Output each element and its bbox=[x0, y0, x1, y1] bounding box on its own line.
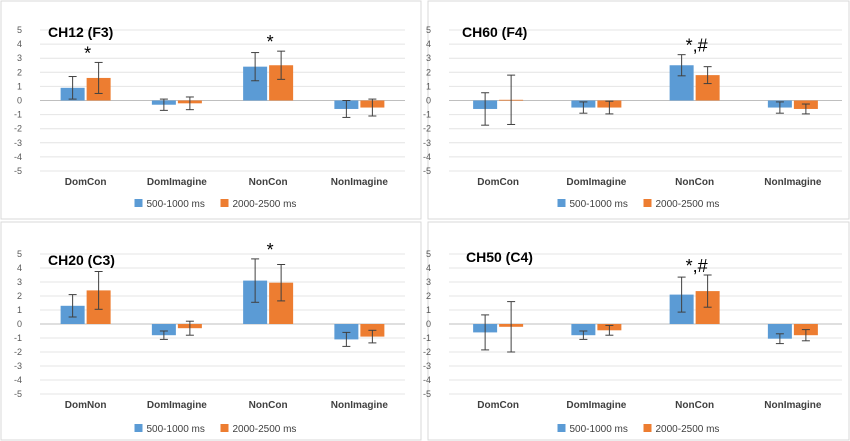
y-tick-label: 1 bbox=[17, 305, 22, 315]
chart-panel-4: 5 4 3 2 1 0 -1 -2 -3 -4 -5 DomCon DomImagine NonCon No… bbox=[423, 221, 850, 441]
y-tick-label: 1 bbox=[426, 305, 431, 315]
y-tick-label: -3 bbox=[423, 138, 431, 148]
y-tick-label: -5 bbox=[423, 389, 431, 399]
y-tick-label: 1 bbox=[426, 81, 431, 91]
y-tick-label: -4 bbox=[423, 152, 431, 162]
significance-marker: * bbox=[267, 240, 274, 260]
category-label: DomImagine bbox=[566, 177, 626, 188]
legend-label: 500-1000 ms bbox=[147, 199, 205, 210]
significance-marker: *,# bbox=[686, 256, 708, 276]
y-tick-label: 5 bbox=[426, 249, 431, 259]
y-tick-label: 1 bbox=[17, 81, 22, 91]
y-tick-label: 0 bbox=[426, 319, 431, 329]
y-tick-label: 4 bbox=[17, 39, 22, 49]
chart-title: CH50 (C4) bbox=[466, 249, 533, 265]
y-tick-label: 3 bbox=[17, 53, 22, 63]
chart-panel-1: 5 4 3 2 1 0 -1 -2 -3 -4 -5 DomCon DomImagine NonCon No… bbox=[0, 0, 422, 220]
significance-marker: *,# bbox=[686, 36, 708, 56]
category-label: NonCon bbox=[675, 400, 714, 411]
legend-swatch bbox=[557, 199, 566, 207]
category-label: NonImagine bbox=[764, 177, 822, 188]
legend-swatch bbox=[643, 424, 652, 432]
legend-swatch bbox=[134, 199, 143, 207]
category-label: NonImagine bbox=[764, 400, 822, 411]
y-tick-label: 3 bbox=[426, 277, 431, 287]
category-label: NonCon bbox=[675, 177, 714, 188]
legend-swatch bbox=[220, 199, 229, 207]
category-label: NonCon bbox=[249, 400, 288, 411]
bar bbox=[767, 324, 792, 339]
y-tick-label: -5 bbox=[423, 166, 431, 176]
y-tick-label: -4 bbox=[14, 152, 22, 162]
chart-title: CH20 (C3) bbox=[48, 252, 115, 268]
y-tick-label: -3 bbox=[423, 361, 431, 371]
legend-swatch bbox=[643, 199, 652, 207]
category-label: DomCon bbox=[65, 177, 107, 188]
category-label: DomCon bbox=[477, 177, 519, 188]
category-label: DomNon bbox=[65, 400, 107, 411]
y-tick-label: -1 bbox=[423, 110, 431, 120]
category-label: DomImagine bbox=[147, 400, 207, 411]
y-tick-label: -3 bbox=[14, 138, 22, 148]
category-label: NonImagine bbox=[331, 177, 389, 188]
y-tick-label: 0 bbox=[17, 96, 22, 106]
y-tick-label: 4 bbox=[17, 263, 22, 273]
y-tick-label: -5 bbox=[14, 166, 22, 176]
category-label: DomImagine bbox=[566, 400, 626, 411]
legend-swatch bbox=[220, 424, 229, 432]
legend-swatch bbox=[134, 424, 143, 432]
y-tick-label: -1 bbox=[423, 333, 431, 343]
y-tick-label: -4 bbox=[423, 375, 431, 385]
y-tick-label: -1 bbox=[14, 110, 22, 120]
bar bbox=[334, 324, 359, 340]
category-label: DomImagine bbox=[147, 177, 207, 188]
legend-swatch bbox=[557, 424, 566, 432]
y-tick-label: 5 bbox=[17, 25, 22, 35]
y-tick-label: 2 bbox=[17, 291, 22, 301]
y-tick-label: 4 bbox=[426, 263, 431, 273]
chart-title: CH12 (F3) bbox=[48, 24, 113, 40]
chart-panel-3: 5 4 3 2 1 0 -1 -2 -3 -4 -5 DomNon DomImagine NonCon No… bbox=[0, 221, 422, 441]
y-tick-label: -2 bbox=[423, 124, 431, 134]
legend-label: 2000-2500 ms bbox=[656, 199, 720, 210]
y-tick-label: 2 bbox=[426, 67, 431, 77]
y-tick-label: 0 bbox=[426, 96, 431, 106]
significance-marker: * bbox=[84, 43, 91, 63]
y-tick-label: 3 bbox=[426, 53, 431, 63]
panel-frame bbox=[427, 0, 850, 220]
bar bbox=[571, 324, 596, 336]
y-tick-label: 2 bbox=[426, 291, 431, 301]
legend-label: 500-1000 ms bbox=[570, 199, 628, 210]
y-tick-label: 4 bbox=[426, 39, 431, 49]
y-tick-label: 0 bbox=[17, 319, 22, 329]
bar bbox=[151, 324, 176, 336]
chart-panel-2: 5 4 3 2 1 0 -1 -2 -3 -4 -5 DomCon DomImagine NonCon No… bbox=[423, 0, 850, 220]
significance-marker: * bbox=[267, 32, 274, 52]
legend-label: 2000-2500 ms bbox=[656, 424, 720, 435]
y-tick-label: 5 bbox=[426, 25, 431, 35]
y-tick-label: -4 bbox=[14, 375, 22, 385]
legend-label: 500-1000 ms bbox=[570, 424, 628, 435]
legend-label: 2000-2500 ms bbox=[233, 199, 297, 210]
panel-frame bbox=[0, 0, 422, 220]
category-label: NonImagine bbox=[331, 400, 389, 411]
legend-label: 2000-2500 ms bbox=[233, 424, 297, 435]
y-tick-label: -5 bbox=[14, 389, 22, 399]
y-tick-label: 3 bbox=[17, 277, 22, 287]
category-label: NonCon bbox=[249, 177, 288, 188]
chart-title: CH60 (F4) bbox=[462, 24, 527, 40]
y-tick-label: -2 bbox=[14, 347, 22, 357]
legend-label: 500-1000 ms bbox=[147, 424, 205, 435]
y-tick-label: -2 bbox=[423, 347, 431, 357]
y-tick-label: 2 bbox=[17, 67, 22, 77]
y-tick-label: -1 bbox=[14, 333, 22, 343]
y-tick-label: 5 bbox=[17, 249, 22, 259]
category-label: DomCon bbox=[477, 400, 519, 411]
y-tick-label: -2 bbox=[14, 124, 22, 134]
y-tick-label: -3 bbox=[14, 361, 22, 371]
